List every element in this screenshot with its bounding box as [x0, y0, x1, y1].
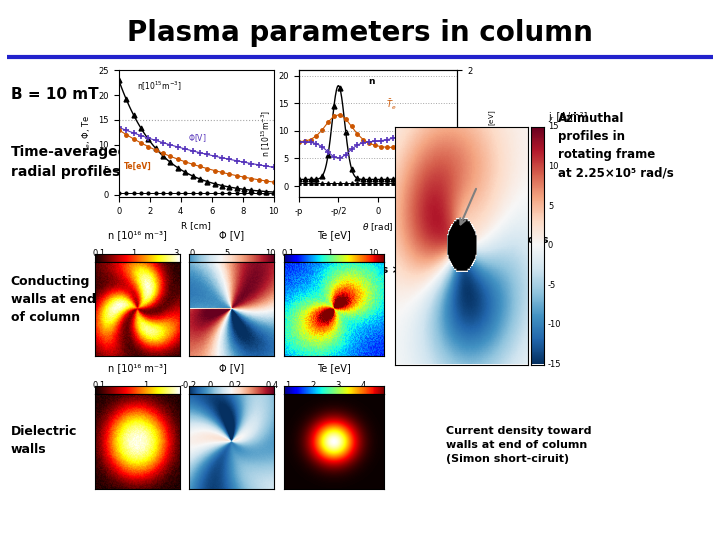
Text: 3: 3 [174, 248, 179, 258]
Text: -0.2: -0.2 [181, 381, 197, 390]
Text: Te [eV]: Te [eV] [318, 230, 351, 240]
Text: 1: 1 [285, 381, 291, 390]
Text: 0.4: 0.4 [266, 381, 279, 390]
Text: jᵣ [A/m²]: jᵣ [A/m²] [548, 111, 588, 122]
Text: 0.1: 0.1 [92, 381, 105, 390]
Text: 15: 15 [548, 123, 559, 131]
X-axis label: R [cm]: R [cm] [181, 221, 211, 231]
Text: 0: 0 [207, 381, 213, 390]
Text: $\Phi$[V]: $\Phi$[V] [189, 132, 207, 144]
Y-axis label: n [$10^{15}$m$^{-3}$]: n [$10^{15}$m$^{-3}$] [260, 110, 273, 157]
Text: 10: 10 [548, 162, 559, 171]
Text: 2: 2 [310, 381, 316, 390]
Text: -5: -5 [548, 281, 556, 290]
Y-axis label: $n_e$, $\Phi$, Te: $n_e$, $\Phi$, Te [81, 114, 93, 153]
Text: Φ [V]: Φ [V] [219, 362, 243, 373]
Text: Φ [V]: Φ [V] [219, 230, 243, 240]
Text: Te [eV]: Te [eV] [318, 362, 351, 373]
Text: i loss > e loss: i loss > e loss [356, 265, 441, 275]
Text: 1: 1 [327, 248, 333, 258]
Text: 10: 10 [368, 248, 378, 258]
Text: Conducting
walls at end
of column: Conducting walls at end of column [11, 275, 96, 324]
Text: 0.1: 0.1 [282, 248, 294, 258]
Text: 10: 10 [265, 248, 275, 258]
Y-axis label: $\tilde{\Phi}$ [V], $\tilde{T}_e$ [eV]: $\tilde{\Phi}$ [V], $\tilde{T}_e$ [eV] [485, 110, 498, 158]
Text: Te[eV]: Te[eV] [123, 162, 151, 171]
Text: 4: 4 [361, 381, 366, 390]
Text: -15: -15 [548, 360, 562, 369]
Text: 1: 1 [130, 248, 136, 258]
Text: 0: 0 [189, 248, 195, 258]
Text: n: n [368, 77, 374, 86]
Text: $\bar{T}_e$: $\bar{T}_e$ [386, 98, 396, 112]
X-axis label: $\theta$ [rad]: $\theta$ [rad] [362, 221, 394, 233]
Text: Time-averaged
radial profiles: Time-averaged radial profiles [11, 145, 128, 179]
Text: 3: 3 [336, 381, 341, 390]
Text: 5: 5 [548, 201, 553, 211]
Text: B = 10 mT: B = 10 mT [11, 87, 99, 102]
Text: Azimuthal
profiles in
rotating frame
at 2.25×10⁵ rad/s: Azimuthal profiles in rotating frame at … [558, 112, 674, 179]
Text: 1: 1 [143, 381, 148, 390]
Text: -10: -10 [548, 320, 562, 329]
Text: n[10$^{15}$m$^{-3}$]: n[10$^{15}$m$^{-3}$] [138, 80, 182, 93]
Text: Current density toward
walls at end of column
(Simon short-ciruit): Current density toward walls at end of c… [446, 427, 592, 464]
Text: 5: 5 [224, 248, 230, 258]
Text: 0.2: 0.2 [229, 381, 242, 390]
Text: 0: 0 [548, 241, 553, 250]
Text: Plasma parameters in column: Plasma parameters in column [127, 19, 593, 47]
Text: Dielectric
walls: Dielectric walls [11, 424, 77, 456]
Text: n [10¹⁶ m⁻³]: n [10¹⁶ m⁻³] [108, 230, 167, 240]
Text: 0.1: 0.1 [92, 248, 105, 258]
Text: e loss >> i loss: e loss >> i loss [454, 235, 548, 245]
Text: $\bar{\Phi}$: $\bar{\Phi}$ [403, 127, 411, 139]
Text: n [10¹⁶ m⁻³]: n [10¹⁶ m⁻³] [108, 362, 167, 373]
